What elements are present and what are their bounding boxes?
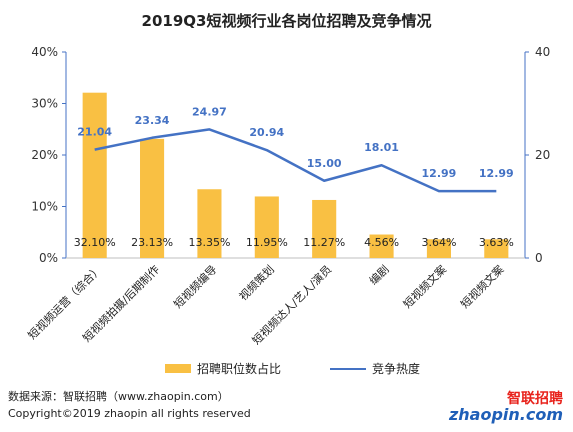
bar-value-label: 11.27% bbox=[303, 236, 345, 249]
x-tick-label: 编剧 bbox=[366, 262, 391, 287]
legend-line-swatch bbox=[330, 367, 366, 370]
x-tick-label: 短视频文案 bbox=[400, 262, 449, 311]
logo-en: zhaopin.com bbox=[448, 405, 563, 424]
bar bbox=[82, 92, 107, 258]
x-tick-label: 短视频编导 bbox=[171, 262, 220, 311]
line-value-label: 12.99 bbox=[422, 167, 457, 180]
line-value-label: 15.00 bbox=[307, 157, 342, 170]
bar bbox=[484, 239, 509, 258]
bar-value-label: 3.63% bbox=[479, 236, 514, 249]
bar-value-label: 3.64% bbox=[421, 236, 456, 249]
x-tick-label: 短视频文案 bbox=[458, 262, 507, 311]
line-value-label: 18.01 bbox=[364, 141, 399, 154]
legend-line-label: 竞争热度 bbox=[372, 362, 421, 376]
line-value-label: 21.04 bbox=[77, 126, 112, 139]
y-right-tick-label: 0 bbox=[535, 251, 543, 265]
bar bbox=[197, 189, 222, 258]
y-right-tick-label: 40 bbox=[535, 45, 550, 59]
legend-bar: 招聘职位数占比 bbox=[165, 360, 281, 377]
y-left-tick-label: 0% bbox=[39, 251, 58, 265]
line-series bbox=[94, 128, 497, 193]
y-left-tick-label: 40% bbox=[31, 45, 58, 59]
bar-value-label: 32.10% bbox=[74, 236, 116, 249]
line-value-label: 23.34 bbox=[135, 114, 170, 127]
y-left-tick-label: 30% bbox=[31, 97, 58, 111]
bar-value-label: 11.95% bbox=[246, 236, 288, 249]
y-right-tick-label: 20 bbox=[535, 148, 550, 162]
copyright-note: Copyright©2019 zhaopin all rights reserv… bbox=[8, 407, 251, 420]
legend-bar-label: 招聘职位数占比 bbox=[197, 362, 282, 376]
bar-value-label: 13.35% bbox=[188, 236, 230, 249]
logo-cn: 智联招聘 bbox=[507, 391, 563, 407]
bar-value-label: 23.13% bbox=[131, 236, 173, 249]
zhaopin-logo: 智联招聘 zhaopin.com bbox=[449, 388, 565, 424]
bar bbox=[312, 199, 337, 258]
x-tick-label: 视频策划 bbox=[236, 262, 277, 303]
bar bbox=[426, 239, 451, 258]
chart-title: 2019Q3短视频行业各岗位招聘及竞争情况 bbox=[141, 12, 432, 30]
line-value-label: 20.94 bbox=[249, 126, 284, 139]
bar-value-label: 4.56% bbox=[364, 236, 399, 249]
bar bbox=[254, 196, 279, 258]
y-left-tick-label: 20% bbox=[31, 148, 58, 162]
bar bbox=[369, 234, 394, 258]
line-value-label: 12.99 bbox=[479, 167, 514, 180]
legend-line: 竞争热度 bbox=[330, 360, 420, 377]
legend-bar-swatch bbox=[165, 364, 191, 373]
line-value-label: 24.97 bbox=[192, 105, 227, 118]
source-note: 数据来源：智联招聘（www.zhaopin.com） bbox=[8, 390, 229, 403]
bar bbox=[140, 138, 165, 258]
y-left-tick-label: 10% bbox=[31, 200, 58, 214]
